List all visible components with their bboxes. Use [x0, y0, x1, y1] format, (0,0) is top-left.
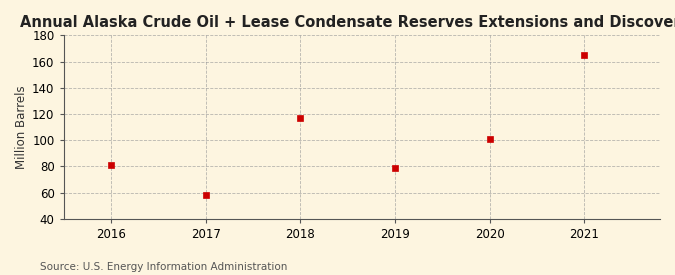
Y-axis label: Million Barrels: Million Barrels [15, 85, 28, 169]
Title: Annual Alaska Crude Oil + Lease Condensate Reserves Extensions and Discoveries: Annual Alaska Crude Oil + Lease Condensa… [20, 15, 675, 30]
Text: Source: U.S. Energy Information Administration: Source: U.S. Energy Information Administ… [40, 262, 288, 272]
